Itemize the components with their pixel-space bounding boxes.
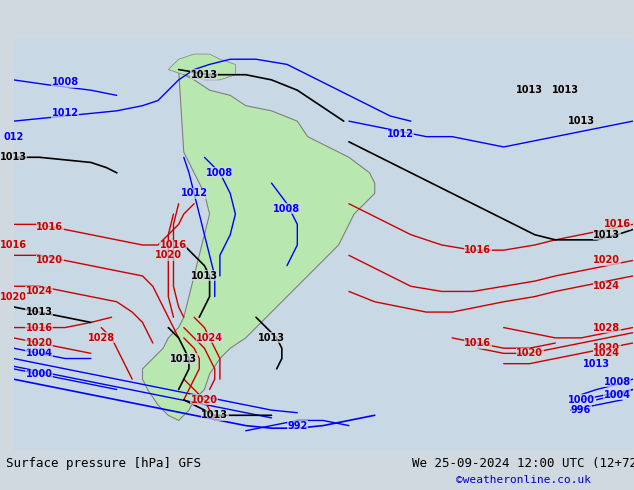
- Polygon shape: [143, 70, 375, 420]
- Text: 1016: 1016: [604, 220, 631, 229]
- Text: 992: 992: [287, 420, 307, 431]
- Text: 1013: 1013: [0, 152, 27, 162]
- Text: 1008: 1008: [273, 204, 301, 214]
- Text: 1028: 1028: [87, 333, 115, 343]
- Text: 996: 996: [571, 405, 592, 415]
- Text: We 25-09-2024 12:00 UTC (12+72): We 25-09-2024 12:00 UTC (12+72): [412, 457, 634, 470]
- Text: 1012: 1012: [181, 188, 207, 198]
- Text: 1013: 1013: [593, 230, 621, 240]
- Text: 1008: 1008: [51, 77, 79, 87]
- Text: 1016: 1016: [26, 322, 53, 333]
- Text: ©weatheronline.co.uk: ©weatheronline.co.uk: [456, 475, 592, 485]
- Text: 1024: 1024: [593, 281, 621, 291]
- Text: 1020: 1020: [155, 250, 182, 260]
- Text: 1013: 1013: [567, 116, 595, 126]
- Text: 1008: 1008: [206, 168, 233, 178]
- Text: 1000: 1000: [567, 395, 595, 405]
- Text: 1020: 1020: [191, 395, 218, 405]
- Text: 1013: 1013: [258, 333, 285, 343]
- Text: 1024: 1024: [196, 333, 223, 343]
- Text: Surface pressure [hPa] GFS: Surface pressure [hPa] GFS: [6, 457, 202, 470]
- Text: 1028: 1028: [593, 322, 621, 333]
- Text: 1020: 1020: [516, 348, 543, 358]
- Text: 1016: 1016: [160, 240, 187, 250]
- Text: 1020: 1020: [0, 292, 27, 302]
- Text: 1013: 1013: [26, 307, 53, 317]
- Text: 1016: 1016: [36, 222, 63, 232]
- Text: 1020: 1020: [593, 343, 621, 353]
- Text: 1013: 1013: [552, 85, 579, 95]
- Text: 1012: 1012: [51, 108, 79, 119]
- Text: 1013: 1013: [191, 271, 218, 281]
- Text: 1020: 1020: [26, 338, 53, 348]
- Polygon shape: [168, 54, 235, 80]
- Text: 1024: 1024: [593, 348, 621, 358]
- Text: 1004: 1004: [604, 390, 631, 400]
- Text: 1013: 1013: [516, 85, 543, 95]
- Text: 1013: 1013: [191, 70, 218, 80]
- Text: 1024: 1024: [26, 287, 53, 296]
- Text: 1020: 1020: [36, 255, 63, 266]
- Text: 1016: 1016: [465, 245, 491, 255]
- Text: 012: 012: [3, 132, 23, 142]
- Text: 1004: 1004: [26, 348, 53, 358]
- Text: 1020: 1020: [593, 255, 621, 266]
- Text: 1013: 1013: [583, 359, 610, 368]
- Text: 1013: 1013: [201, 410, 228, 420]
- Text: 1013: 1013: [171, 353, 197, 364]
- Text: 1016: 1016: [465, 338, 491, 348]
- Text: 1016: 1016: [0, 240, 27, 250]
- Text: 1012: 1012: [387, 129, 414, 139]
- Text: 1008: 1008: [604, 377, 631, 387]
- Text: 1000: 1000: [26, 369, 53, 379]
